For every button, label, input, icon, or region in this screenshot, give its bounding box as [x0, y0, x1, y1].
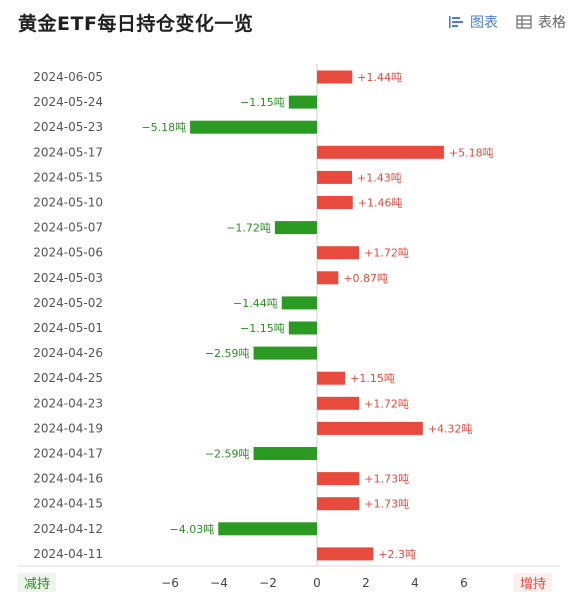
bar: [317, 472, 360, 486]
decrease-label: 减持: [18, 573, 57, 592]
bar: [253, 346, 317, 360]
category-label: 2024-04-17: [33, 447, 103, 461]
bar: [317, 196, 353, 209]
bar: [317, 271, 339, 285]
value-label: −1.15吨: [240, 96, 285, 109]
value-label: +0.87吨: [343, 272, 388, 285]
x-tick-label: 6: [460, 576, 468, 590]
bar: [317, 145, 444, 159]
bar: [317, 170, 353, 184]
category-label: 2024-05-06: [33, 246, 103, 260]
value-label: +4.32吨: [428, 422, 473, 435]
bar: [317, 396, 360, 410]
value-label: −2.59吨: [205, 347, 250, 360]
x-tick-label: 2: [362, 576, 370, 590]
bar: [317, 246, 360, 260]
x-tick-label: −4: [210, 576, 228, 590]
category-label: 2024-04-26: [33, 346, 103, 360]
bar: [274, 221, 317, 235]
value-label: −1.72吨: [226, 222, 271, 235]
value-label: −1.15吨: [240, 322, 285, 335]
bar: [317, 70, 353, 84]
category-label: 2024-05-15: [33, 170, 103, 184]
category-label: 2024-04-19: [33, 421, 103, 435]
value-label: −4.03吨: [170, 523, 215, 536]
category-label: 2024-04-16: [33, 472, 103, 486]
category-label: 2024-05-01: [33, 321, 103, 335]
increase-label: 增持: [513, 573, 552, 592]
category-label: 2024-05-24: [33, 95, 103, 109]
category-label: 2024-06-05: [33, 70, 103, 84]
value-label: +2.3吨: [378, 548, 416, 561]
category-label: 2024-05-07: [33, 221, 103, 235]
bar: [317, 497, 360, 511]
bar: [288, 95, 317, 109]
bar-chart-icon: [448, 15, 464, 29]
tab-table-label: 表格: [538, 15, 566, 31]
category-label: 2024-04-11: [33, 547, 103, 561]
tab-chart-label: 图表: [470, 15, 498, 31]
value-label: +1.44吨: [357, 71, 402, 84]
category-label: 2024-05-23: [33, 120, 103, 134]
category-label: 2024-05-17: [33, 145, 103, 159]
view-toggle: 图表 表格: [448, 12, 566, 32]
category-label: 2024-05-03: [33, 271, 103, 285]
bar: [317, 421, 423, 435]
value-label: +1.73吨: [364, 498, 409, 511]
value-label: −1.44吨: [233, 297, 278, 310]
category-label: 2024-04-25: [33, 371, 103, 385]
category-label: 2024-04-12: [33, 522, 103, 536]
value-label: −2.59吨: [205, 448, 250, 461]
bar: [281, 296, 317, 310]
value-label: +1.72吨: [364, 247, 409, 260]
value-label: +1.72吨: [364, 397, 409, 410]
value-label: +5.18吨: [449, 146, 494, 159]
bar: [253, 447, 317, 460]
bar: [317, 371, 346, 385]
category-label: 2024-04-23: [33, 396, 103, 410]
bar: [190, 120, 317, 134]
tab-chart[interactable]: 图表: [448, 12, 498, 32]
category-label: 2024-04-15: [33, 497, 103, 511]
value-label: +1.73吨: [364, 473, 409, 486]
value-label: +1.46吨: [358, 197, 403, 210]
category-label: 2024-05-02: [33, 296, 103, 310]
category-label: 2024-05-10: [33, 196, 103, 210]
x-tick-label: −2: [259, 576, 277, 590]
value-label: −5.18吨: [141, 121, 186, 134]
x-tick-label: −6: [161, 576, 179, 590]
table-icon: [516, 15, 532, 29]
value-label: +1.43吨: [357, 171, 402, 184]
value-label: +1.15吨: [350, 372, 395, 385]
bar: [317, 547, 374, 561]
page-title: 黄金ETF每日持仓变化一览: [18, 13, 254, 35]
tab-table[interactable]: 表格: [516, 12, 566, 32]
bar: [218, 522, 317, 536]
bar: [288, 321, 317, 335]
x-tick-label: 4: [411, 576, 419, 590]
x-tick-label: 0: [313, 576, 321, 590]
